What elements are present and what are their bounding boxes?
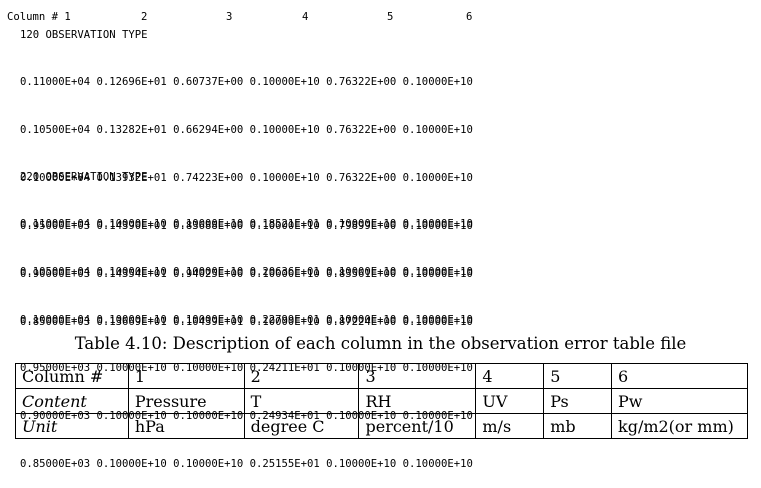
column-header-number: 5 bbox=[387, 11, 394, 23]
table-cell: hPa bbox=[127, 413, 245, 439]
table-cell: percent/10 bbox=[358, 413, 477, 439]
table-cell: 6 bbox=[611, 363, 748, 389]
column-header-label: Column # 1 bbox=[7, 11, 71, 23]
observation-type-title: 120 OBSERVATION TYPE bbox=[20, 29, 148, 41]
data-row: 0.10500E+04 0.10000E+10 0.10000E+10 0.20… bbox=[20, 266, 473, 278]
table-cell: mb bbox=[543, 413, 612, 439]
table-cell: T bbox=[243, 388, 360, 414]
data-row: 0.85000E+03 0.13669E+01 0.10439E+01 0.10… bbox=[20, 316, 473, 328]
column-header-number: 4 bbox=[302, 11, 309, 23]
data-row: 0.90000E+03 0.14354E+01 0.94025E+00 0.10… bbox=[20, 268, 473, 280]
data-row: 0.95000E+03 0.14390E+01 0.83688E+00 0.10… bbox=[20, 220, 473, 232]
table-row-header: Unit bbox=[15, 413, 129, 439]
table-row: Column # 1 2 3 4 5 6 bbox=[15, 363, 748, 389]
table-row: Content Pressure T RH UV Ps Pw bbox=[15, 388, 748, 414]
table-cell: m/s bbox=[475, 413, 545, 439]
table-cell: degree C bbox=[243, 413, 360, 439]
data-row: 0.11000E+04 0.10000E+10 0.10000E+10 0.18… bbox=[20, 218, 473, 230]
column-header-number: 3 bbox=[226, 11, 233, 23]
table-row-header: Content bbox=[15, 388, 129, 414]
column-header-number: 2 bbox=[141, 11, 148, 23]
data-row: 0.10000E+04 0.10000E+10 0.10000E+10 0.22… bbox=[20, 314, 473, 326]
table-cell: 1 bbox=[127, 363, 245, 389]
column-header-number: 6 bbox=[466, 11, 473, 23]
column-description-table: Column # 1 2 3 4 5 6 Content Pressure T … bbox=[15, 363, 748, 439]
table-cell: 3 bbox=[358, 363, 477, 389]
table-cell: Ps bbox=[543, 388, 612, 414]
table-row: Unit hPa degree C percent/10 m/s mb kg/m… bbox=[15, 413, 748, 439]
data-row: 0.85000E+03 0.10000E+10 0.10000E+10 0.25… bbox=[20, 458, 473, 470]
column-header-line: Column # 1 2 3 4 5 6 bbox=[0, 9, 761, 27]
table-cell: UV bbox=[475, 388, 545, 414]
table-cell: kg/m2(or mm) bbox=[611, 413, 748, 439]
data-row: 0.10500E+04 0.13282E+01 0.66294E+00 0.10… bbox=[20, 124, 473, 136]
data-row: 0.11000E+04 0.12696E+01 0.60737E+00 0.10… bbox=[20, 76, 473, 88]
table-cell: 4 bbox=[475, 363, 545, 389]
table-cell: Pressure bbox=[127, 388, 245, 414]
data-row: 0.10000E+04 0.13932E+01 0.74223E+00 0.10… bbox=[20, 172, 473, 184]
table-cell: 2 bbox=[243, 363, 360, 389]
observation-type-title: 220 OBSERVATION TYPE bbox=[20, 171, 148, 183]
table-cell: 5 bbox=[543, 363, 612, 389]
table-cell: RH bbox=[358, 388, 477, 414]
table-cell: Pw bbox=[611, 388, 748, 414]
table-row-header: Column # bbox=[15, 363, 129, 389]
observation-data-block: 0.11000E+04 0.12696E+01 0.60737E+00 0.10… bbox=[20, 42, 473, 346]
table-caption: Table 4.10: Description of each column i… bbox=[74, 334, 687, 353]
